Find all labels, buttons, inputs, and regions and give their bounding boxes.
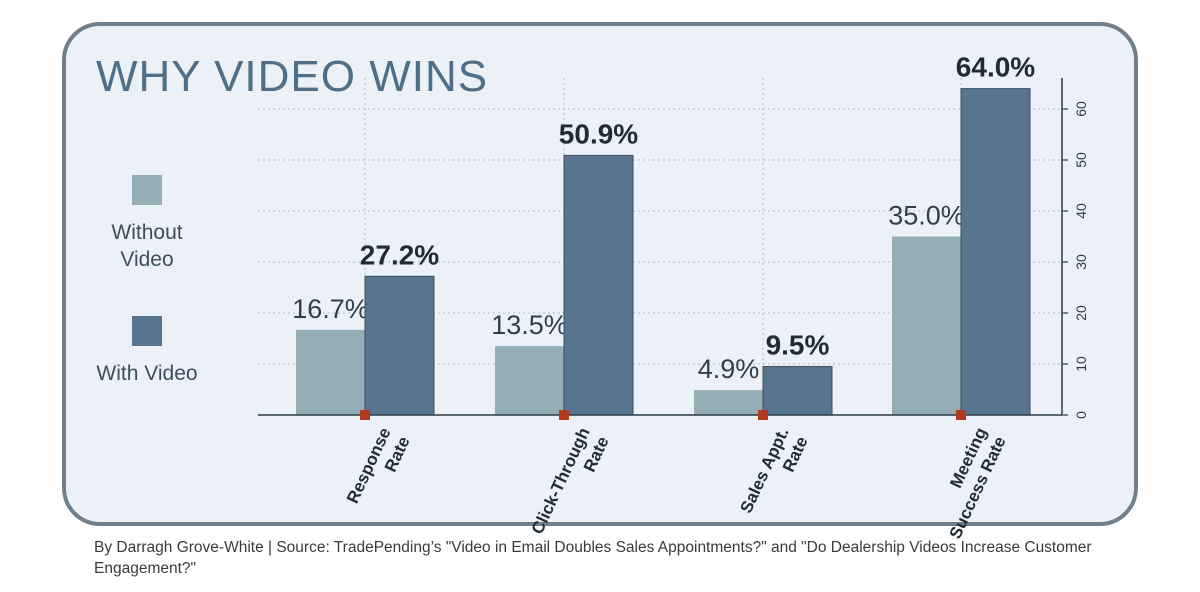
category-label-response-rate: ResponseRate [343,425,414,516]
y-tick-label-20: 20 [1073,305,1089,321]
category-marker-meeting-success-rate [956,410,966,420]
y-tick-label-50: 50 [1073,152,1089,168]
data-label-with-video-meeting-success-rate: 64.0% [956,52,1035,83]
data-label-without-video-sales-appt-rate: 4.9% [698,354,760,384]
bar-without-video-click-through-rate [495,346,564,415]
legend-swatch-without-video [132,175,162,205]
bar-without-video-response-rate [296,329,365,415]
category-marker-response-rate [360,410,370,420]
data-label-without-video-meeting-success-rate: 35.0% [888,201,965,231]
bar-without-video-meeting-success-rate [892,236,961,415]
data-label-without-video-response-rate: 16.7% [292,294,369,324]
bar-with-video-response-rate [364,275,435,416]
data-label-with-video-response-rate: 27.2% [360,239,439,270]
category-label-line: Click-Through [528,425,594,537]
legend-label-with-video: With Video [96,362,198,385]
source-credit: By Darragh Grove-White | Source: TradePe… [94,539,1092,577]
bar-with-video-sales-appt-rate [762,366,833,416]
y-tick-label-30: 30 [1073,254,1089,270]
y-tick-label-0: 0 [1073,411,1089,419]
bar-with-video-meeting-success-rate [960,88,1031,416]
bar-with-video-click-through-rate [563,154,634,416]
data-label-without-video-click-through-rate: 13.5% [491,310,568,340]
category-label-sales-appt-rate: Sales Appt.Rate [737,425,812,525]
data-label-with-video-sales-appt-rate: 9.5% [766,330,830,361]
y-tick-label-40: 40 [1073,203,1089,219]
legend-swatch-with-video [132,316,162,346]
chart-title: WHY VIDEO WINS [96,52,489,101]
data-label-with-video-click-through-rate: 50.9% [559,118,638,149]
category-marker-click-through-rate [559,410,569,420]
y-tick-label-60: 60 [1073,101,1089,117]
legend-label-without-video: Without Video [111,221,183,271]
y-tick-label-10: 10 [1073,356,1089,372]
category-label-meeting-success-rate: MeetingSuccess Rate [927,425,1010,542]
bar-without-video-sales-appt-rate [694,390,763,415]
category-marker-sales-appt-rate [758,410,768,420]
category-label-click-through-rate: Click-ThroughRate [528,425,613,546]
